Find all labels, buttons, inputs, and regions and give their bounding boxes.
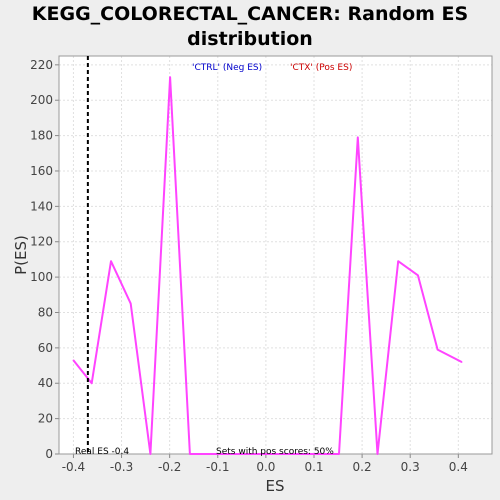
y-tick-label: 80 (38, 305, 53, 319)
y-tick-label: 180 (30, 129, 53, 143)
x-tick-label: -0.2 (158, 460, 181, 474)
x-tick-label: 0.0 (256, 460, 275, 474)
grid (59, 56, 492, 455)
data-point (376, 453, 379, 455)
legend-neg-label: 'CTRL' (Neg ES) (192, 63, 262, 73)
data-point (248, 453, 250, 455)
x-tick-label: 0.3 (401, 460, 420, 474)
x-tick-label: -0.1 (206, 460, 229, 474)
data-point (228, 453, 231, 455)
data-point (327, 453, 329, 455)
data-point (110, 260, 112, 262)
data-point (436, 348, 439, 351)
x-axis-label: ES (266, 477, 285, 495)
y-tick-label: 220 (30, 58, 53, 72)
y-tick-label: 200 (30, 93, 53, 107)
data-point (287, 453, 290, 455)
data-point (356, 136, 359, 139)
legend-pos-label: 'CTX' (Pos ES) (290, 63, 352, 73)
data-point (208, 453, 211, 455)
y-tick-label: 40 (38, 376, 53, 390)
series-layer (72, 76, 463, 455)
plot-area (59, 56, 492, 454)
y-tick-label: 0 (45, 447, 53, 461)
y-tick-label: 160 (30, 164, 53, 178)
data-point (460, 361, 463, 363)
data-point (417, 274, 419, 277)
data-point (338, 453, 340, 455)
y-tick-label: 120 (30, 235, 53, 249)
y-tick-label: 100 (30, 270, 53, 284)
data-point (307, 453, 310, 455)
x-tick-label: 0.1 (304, 460, 323, 474)
sets-pos-scores-label: Sets with pos scores: 50% (216, 447, 334, 457)
y-axis-label: P(ES) (12, 235, 30, 275)
data-point (149, 453, 152, 455)
x-tick-label: 0.2 (353, 460, 372, 474)
data-point (90, 382, 93, 385)
y-tick-label: 20 (38, 412, 53, 426)
data-point (267, 453, 270, 455)
data-point (129, 302, 132, 305)
data-point (169, 76, 171, 79)
y-tick-label: 60 (38, 341, 53, 355)
x-tick-label: -0.4 (62, 460, 85, 474)
data-point (189, 453, 191, 455)
chart-title: KEGG_COLORECTAL_CANCER: Random ES distri… (31, 3, 469, 50)
y-tick-label: 140 (30, 199, 53, 213)
x-tick-label: -0.3 (110, 460, 133, 474)
x-tick-label: 0.4 (449, 460, 468, 474)
real-es-label: Real ES -0.4 (75, 447, 129, 457)
data-point (72, 359, 75, 362)
data-point (397, 260, 399, 262)
